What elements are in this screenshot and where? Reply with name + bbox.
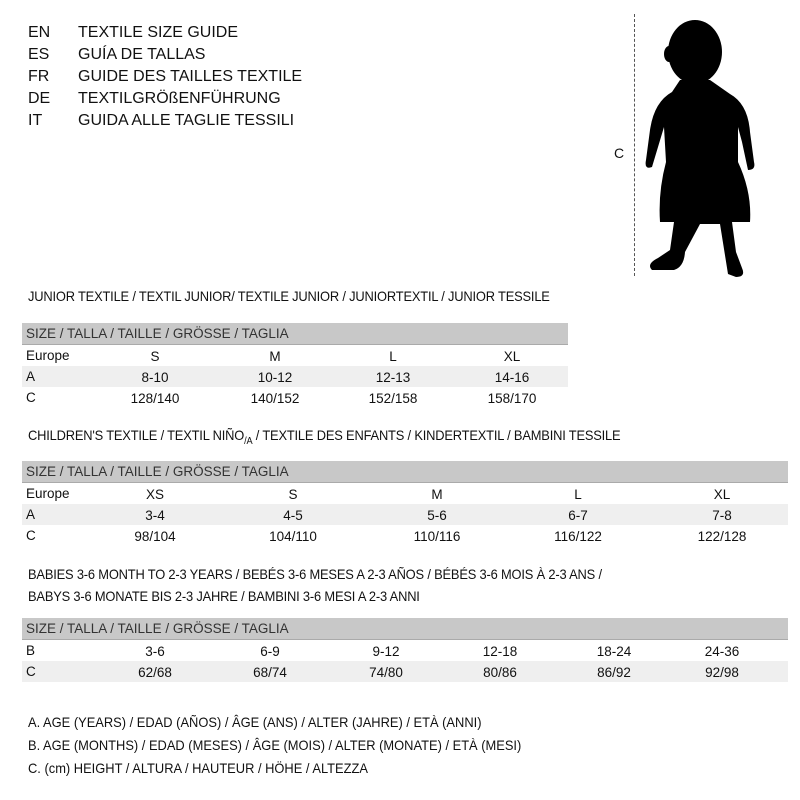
table-cell: M: [431, 487, 443, 502]
table-cell: 14-16: [494, 370, 530, 385]
table-cell: 140/152: [250, 391, 300, 406]
babies-section-title-line1: BABIES 3-6 MONTH TO 2-3 YEARS / BEBÉS 3-…: [28, 566, 602, 582]
table-cell: 9-12: [372, 644, 400, 659]
table-row: C 128/140 140/152 152/158 158/170: [22, 387, 568, 408]
table-cell: 4-5: [283, 508, 303, 523]
row-label: C: [26, 390, 36, 405]
language-title: TEXTILE SIZE GUIDE: [78, 24, 239, 41]
title-text: / TEXTILE DES ENFANTS / KINDERTEXTIL / B…: [252, 427, 621, 443]
title-suffix: /A: [244, 435, 253, 447]
language-code: ES: [28, 46, 50, 63]
table-cell: M: [269, 349, 281, 364]
table-row: B 3-6 6-9 9-12 12-18 18-24 24-36: [22, 640, 788, 661]
table-cell: 6-9: [260, 644, 280, 659]
table-cell: 128/140: [130, 391, 180, 406]
table-row: Europe XS S M L XL: [22, 483, 788, 504]
row-label: Europe: [26, 348, 70, 363]
table-header: SIZE / TALLA / TAILLE / GRÖSSE / TAGLIA: [22, 323, 568, 345]
babies-size-table: SIZE / TALLA / TAILLE / GRÖSSE / TAGLIA …: [22, 618, 788, 682]
table-cell: 116/122: [554, 529, 602, 544]
table-cell: 62/68: [138, 665, 172, 680]
table-cell: 3-6: [145, 644, 165, 659]
table-row: Europe S M L XL: [22, 345, 568, 366]
legend-c: C. (cm) HEIGHT / ALTURA / HAUTEUR / HÖHE…: [28, 760, 368, 776]
table-cell: 8-10: [141, 370, 169, 385]
table-cell: 5-6: [427, 508, 447, 523]
table-cell: 6-7: [568, 508, 588, 523]
table-cell: 152/158: [368, 391, 418, 406]
table-cell: 158/170: [487, 391, 537, 406]
language-line-fr: FR GUIDE DES TAILLES TEXTILE: [28, 66, 302, 88]
language-code: FR: [28, 68, 50, 85]
row-label: B: [26, 643, 36, 658]
table-cell: 86/92: [597, 665, 631, 680]
table-header: SIZE / TALLA / TAILLE / GRÖSSE / TAGLIA: [22, 618, 788, 640]
table-row: A 8-10 10-12 12-13 14-16: [22, 366, 568, 387]
language-code: IT: [28, 112, 43, 129]
table-cell: 98/104: [134, 529, 176, 544]
table-cell: 74/80: [369, 665, 403, 680]
language-line-de: DE TEXTILGRÖßENFÜHRUNG: [28, 88, 281, 110]
table-cell: 24-36: [704, 644, 740, 659]
table-row: A 3-4 4-5 5-6 6-7 7-8: [22, 504, 788, 525]
language-line-en: EN TEXTILE SIZE GUIDE: [28, 22, 238, 44]
table-cell: 3-4: [145, 508, 165, 523]
children-section-title: CHILDREN'S TEXTILE / TEXTIL NIÑO/A / TEX…: [28, 427, 621, 447]
junior-size-table: SIZE / TALLA / TAILLE / GRÖSSE / TAGLIA …: [22, 323, 568, 408]
table-header: SIZE / TALLA / TAILLE / GRÖSSE / TAGLIA: [22, 461, 788, 483]
table-cell: 68/74: [253, 665, 287, 680]
table-cell: 92/98: [705, 665, 739, 680]
table-cell: S: [288, 487, 298, 502]
child-silhouette-icon: [645, 20, 755, 277]
legend-a: A. AGE (YEARS) / EDAD (AÑOS) / ÂGE (ANS)…: [28, 714, 482, 730]
row-label: C: [26, 528, 36, 543]
row-label: Europe: [26, 486, 70, 501]
table-cell: 7-8: [712, 508, 732, 523]
language-title: GUIDA ALLE TAGLIE TESSILI: [78, 112, 295, 129]
table-cell: 12-13: [375, 370, 411, 385]
table-cell: XL: [503, 349, 521, 364]
language-title: GUIDE DES TAILLES TEXTILE: [78, 68, 303, 85]
table-cell: 110/116: [413, 529, 461, 544]
table-cell: 10-12: [257, 370, 293, 385]
table-cell: 18-24: [596, 644, 632, 659]
table-cell: 12-18: [482, 644, 518, 659]
row-label: C: [26, 664, 36, 679]
language-line-es: ES GUÍA DE TALLAS: [28, 44, 205, 66]
language-title: TEXTILGRÖßENFÜHRUNG: [78, 90, 281, 107]
table-row: C 98/104 104/110 110/116 116/122 122/128: [22, 525, 788, 546]
title-text: CHILDREN'S TEXTILE / TEXTIL NIÑO: [28, 427, 245, 443]
header-label: SIZE / TALLA / TAILLE / GRÖSSE / TAGLIA: [26, 621, 289, 636]
height-measure-line: [634, 14, 635, 276]
table-cell: S: [150, 349, 160, 364]
language-line-it: IT GUIDA ALLE TAGLIE TESSILI: [28, 110, 294, 132]
junior-section-title: JUNIOR TEXTILE / TEXTIL JUNIOR/ TEXTILE …: [28, 288, 550, 304]
table-cell: 122/128: [697, 529, 747, 544]
table-cell: XS: [145, 487, 165, 502]
table-cell: XL: [713, 487, 731, 502]
table-cell: L: [574, 487, 582, 502]
language-code: DE: [28, 90, 51, 107]
table-cell: 104/110: [269, 529, 317, 544]
babies-section-title-line2: BABYS 3-6 MONATE BIS 2-3 JAHRE / BAMBINI…: [28, 588, 420, 604]
children-size-table: SIZE / TALLA / TAILLE / GRÖSSE / TAGLIA …: [22, 461, 788, 546]
language-title: GUÍA DE TALLAS: [78, 46, 206, 63]
table-cell: L: [389, 349, 397, 364]
table-cell: 80/86: [483, 665, 517, 680]
table-row: C 62/68 68/74 74/80 80/86 86/92 92/98: [22, 661, 788, 682]
row-label: A: [26, 507, 36, 522]
legend-b: B. AGE (MONTHS) / EDAD (MESES) / ÂGE (MO…: [28, 737, 522, 753]
row-label: A: [26, 369, 36, 384]
header-label: SIZE / TALLA / TAILLE / GRÖSSE / TAGLIA: [26, 326, 289, 341]
header-label: SIZE / TALLA / TAILLE / GRÖSSE / TAGLIA: [26, 464, 289, 479]
language-code: EN: [28, 24, 51, 41]
height-measure-label: C: [614, 145, 625, 161]
